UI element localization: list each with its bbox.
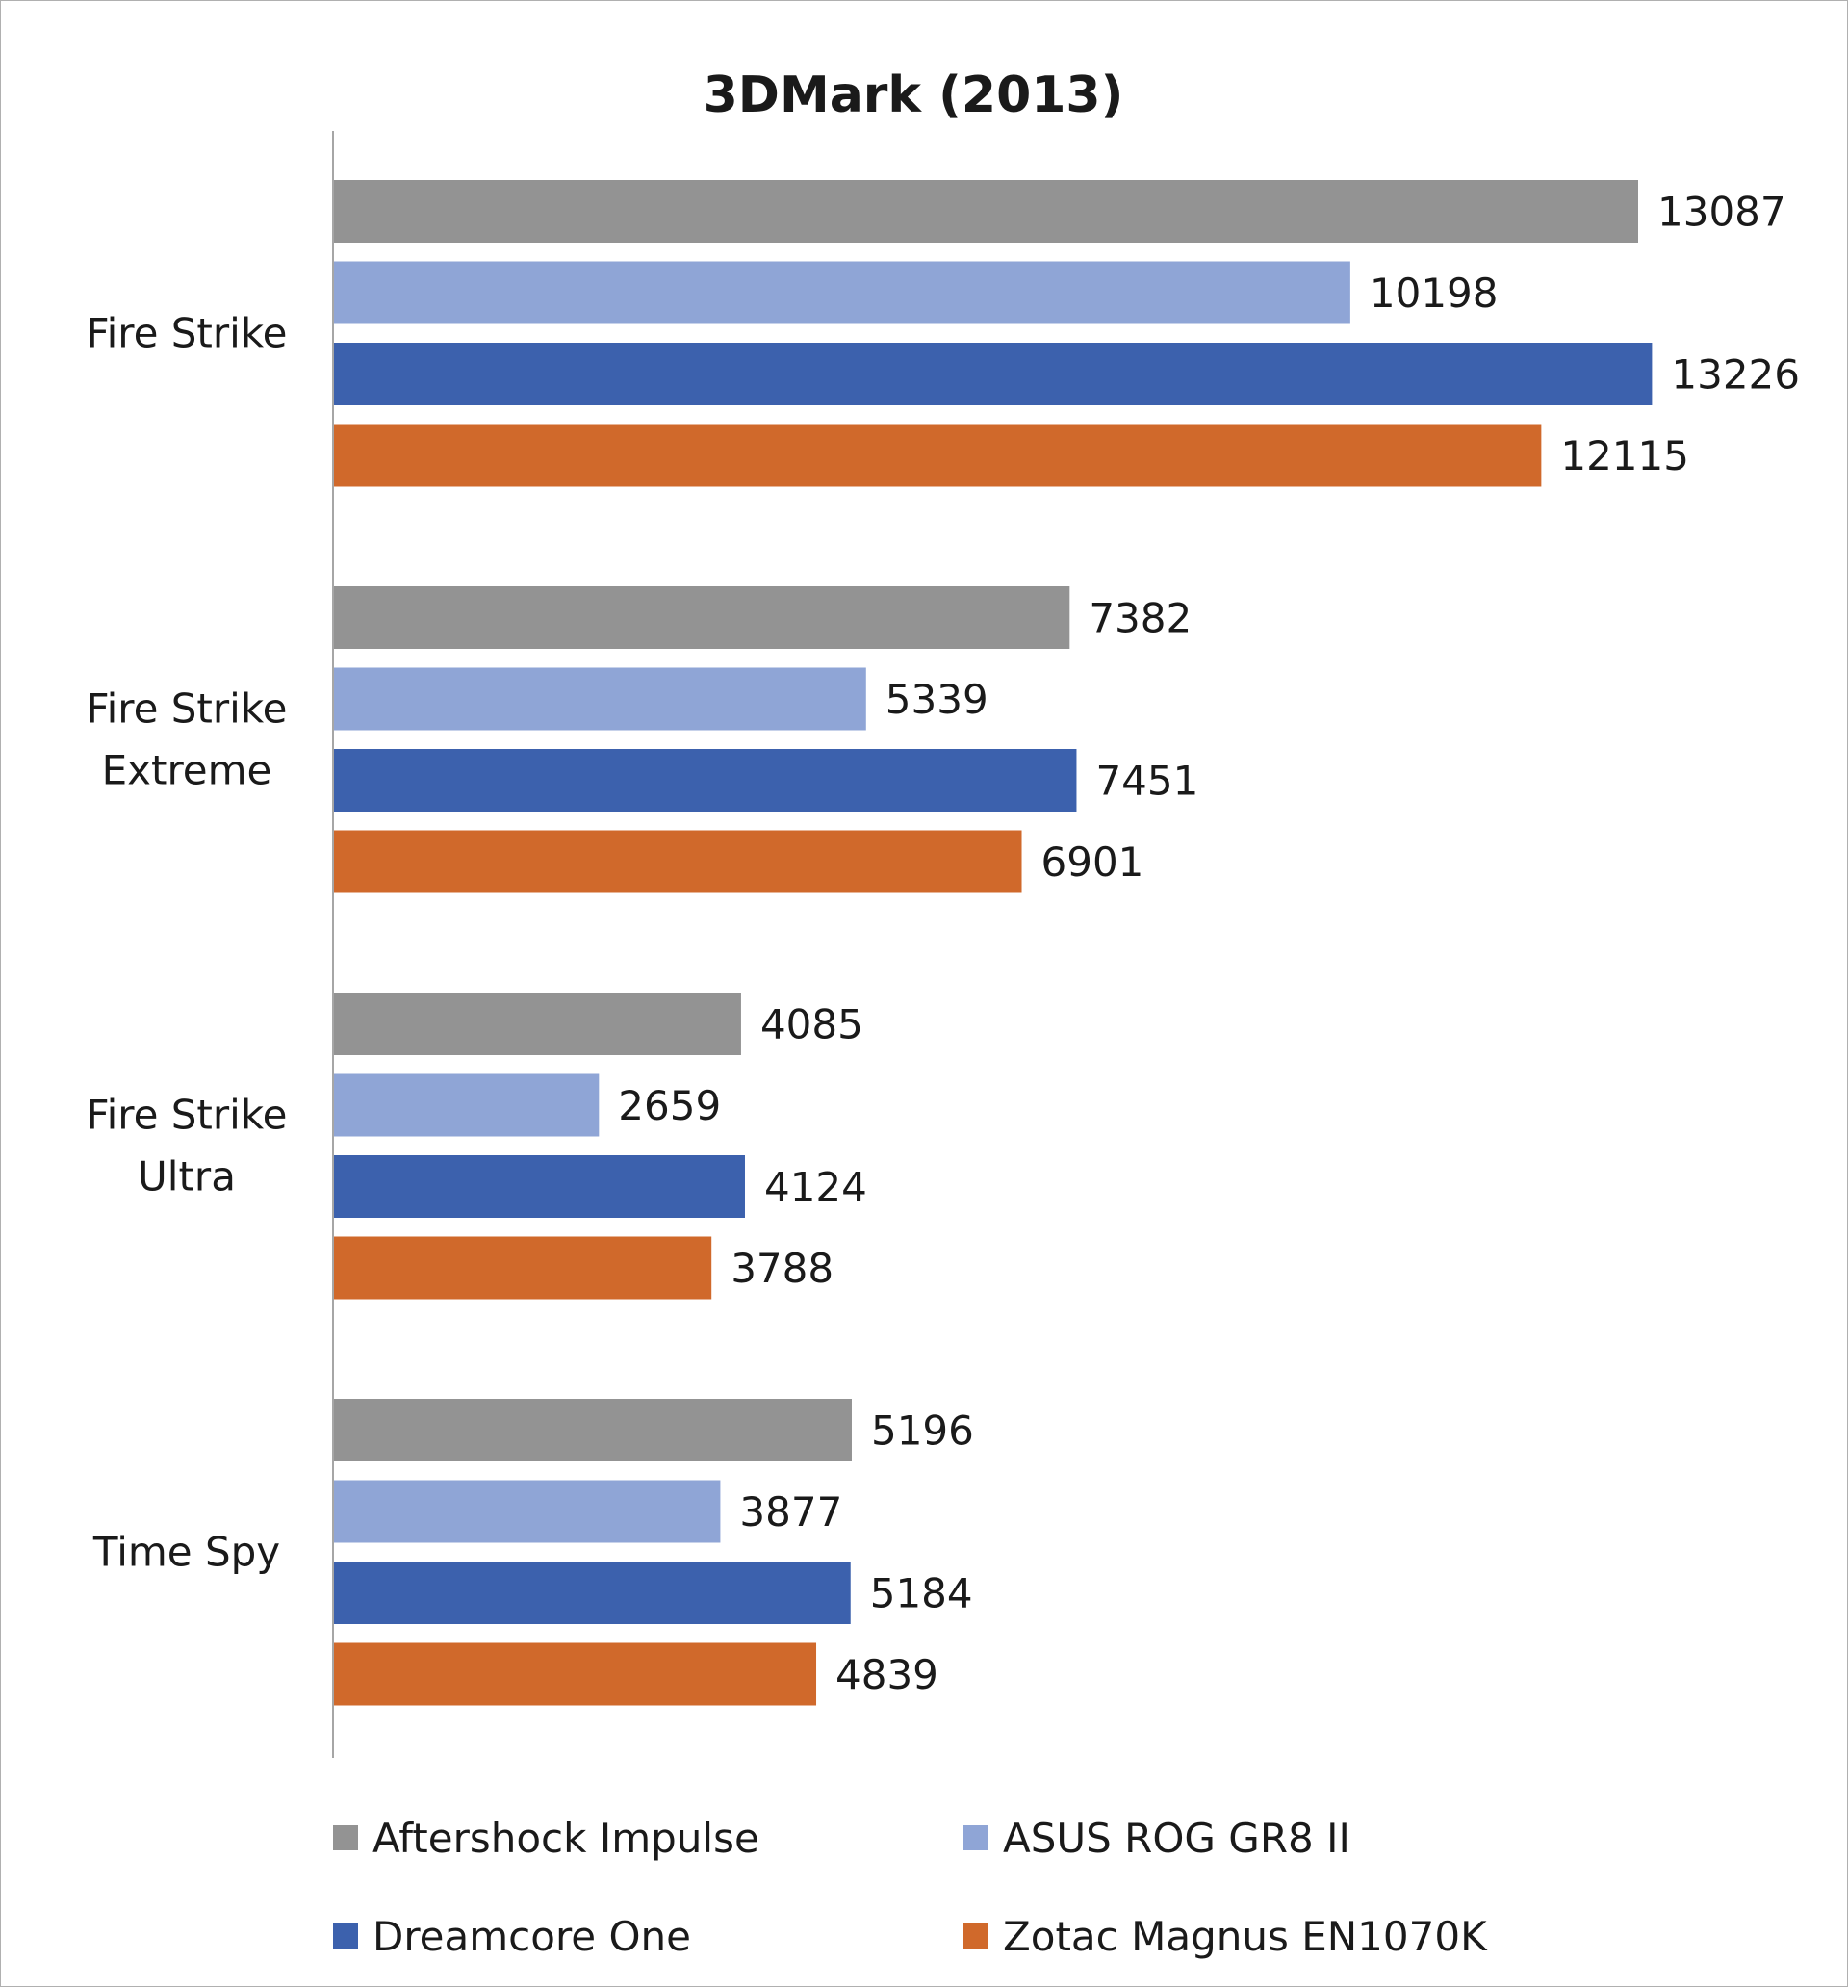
legend-label-zotac-magnus-en1070k: Zotac Magnus EN1070K [1003, 1913, 1488, 1960]
data-label: 4085 [760, 1001, 863, 1048]
legend-swatch-aftershock-impulse [333, 1825, 358, 1850]
bar-zotac-magnus-en1070k-fire-strike [334, 424, 1542, 487]
data-label: 12115 [1560, 432, 1689, 479]
bar-aftershock-impulse-fire-strike-ultra [334, 993, 741, 1055]
data-label: 2659 [618, 1082, 721, 1129]
bar-zotac-magnus-en1070k-fire-strike-ultra [334, 1236, 712, 1300]
legend-swatch-asus-rog-gr8-ii [963, 1825, 988, 1850]
category-label-line: Ultra [138, 1152, 236, 1200]
category-label-line: Fire Strike [86, 1091, 287, 1138]
bar-aftershock-impulse-fire-strike-extreme [334, 586, 1070, 649]
category-label-fire-strike-extreme: Fire Strike Extreme [86, 684, 287, 793]
bar-dreamcore-one-fire-strike [334, 343, 1653, 405]
category-label-fire-strike-ultra: Fire Strike Ultra [86, 1091, 287, 1200]
data-label: 3877 [739, 1488, 842, 1536]
bar-asus-rog-gr8-ii-fire-strike-ultra [334, 1073, 600, 1137]
bar-aftershock-impulse-fire-strike [334, 180, 1638, 243]
category-label-line: Fire Strike [86, 684, 287, 732]
data-label: 3788 [731, 1245, 834, 1292]
chart-title: 3DMark (2013) [704, 66, 1124, 124]
legend-label-asus-rog-gr8-ii: ASUS ROG GR8 II [1003, 1815, 1350, 1862]
legend-swatch-dreamcore-one [333, 1923, 358, 1949]
category-label-line: Extreme [102, 746, 272, 793]
data-label: 4839 [835, 1651, 938, 1698]
data-label: 5196 [871, 1407, 974, 1455]
data-label: 6901 [1041, 839, 1144, 886]
bar-dreamcore-one-fire-strike-ultra [334, 1155, 745, 1218]
data-label: 5339 [886, 676, 988, 723]
category-label-line: Fire Strike [86, 309, 287, 356]
legend-label-dreamcore-one: Dreamcore One [372, 1913, 691, 1960]
bars-layer [334, 180, 1653, 1706]
data-label: 10198 [1370, 270, 1499, 317]
category-label-fire-strike: Fire Strike [86, 309, 287, 356]
bar-dreamcore-one-fire-strike-extreme [334, 749, 1077, 812]
bar-aftershock-impulse-time-spy [334, 1399, 852, 1461]
legend-swatch-zotac-magnus-en1070k [963, 1923, 988, 1949]
data-label: 5184 [870, 1570, 973, 1617]
legend: Aftershock Impulse ASUS ROG GR8 II Dreamco… [333, 1815, 1488, 1960]
bar-zotac-magnus-en1070k-time-spy [334, 1642, 817, 1706]
bar-zotac-magnus-en1070k-fire-strike-extreme [334, 830, 1022, 893]
bar-asus-rog-gr8-ii-fire-strike-extreme [334, 667, 866, 731]
data-label: 13087 [1657, 189, 1786, 236]
data-label: 7382 [1089, 595, 1192, 642]
category-label-line: Time Spy [92, 1528, 280, 1575]
legend-label-aftershock-impulse: Aftershock Impulse [372, 1815, 759, 1862]
data-label: 4124 [764, 1164, 867, 1211]
data-label: 13226 [1671, 351, 1800, 399]
labels-layer: Fire Strike 13087 10198 13226 12115 Fire Stri… [86, 189, 1800, 1699]
bar-asus-rog-gr8-ii-time-spy [334, 1480, 721, 1543]
data-label: 7451 [1095, 758, 1198, 805]
bar-asus-rog-gr8-ii-fire-strike [334, 261, 1350, 324]
bar-dreamcore-one-time-spy [334, 1562, 851, 1624]
category-label-time-spy: Time Spy [92, 1528, 280, 1575]
